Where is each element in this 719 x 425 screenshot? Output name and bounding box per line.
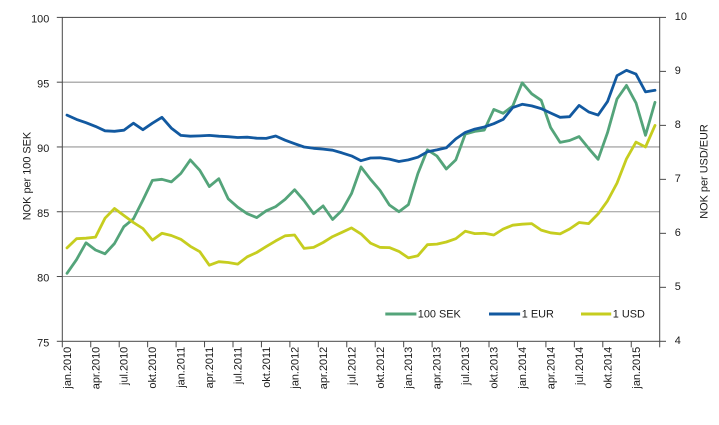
svg-text:okt.2010: okt.2010 <box>147 347 159 389</box>
svg-text:okt.2011: okt.2011 <box>261 347 273 388</box>
svg-text:6: 6 <box>675 227 681 239</box>
svg-text:apr.2012: apr.2012 <box>318 347 330 389</box>
svg-text:jul.2012: jul.2012 <box>346 347 358 386</box>
svg-text:NOK per USD/EUR: NOK per USD/EUR <box>699 124 711 219</box>
svg-text:1 USD: 1 USD <box>613 309 645 321</box>
svg-text:apr.2014: apr.2014 <box>545 347 557 389</box>
svg-text:7: 7 <box>675 173 681 185</box>
svg-text:jul.2010: jul.2010 <box>119 347 131 386</box>
svg-text:jul.2011: jul.2011 <box>233 347 245 385</box>
svg-text:jan.2012: jan.2012 <box>289 347 301 390</box>
svg-text:1 EUR: 1 EUR <box>522 309 554 321</box>
svg-text:75: 75 <box>37 338 49 350</box>
svg-text:apr.2013: apr.2013 <box>432 347 444 389</box>
svg-text:jan.2014: jan.2014 <box>517 347 529 390</box>
svg-text:jan.2011: jan.2011 <box>176 347 188 389</box>
svg-text:9: 9 <box>675 65 681 77</box>
svg-text:100: 100 <box>31 14 49 26</box>
svg-text:jan.2015: jan.2015 <box>631 347 643 390</box>
svg-text:jul.2014: jul.2014 <box>574 347 586 386</box>
svg-text:jan.2013: jan.2013 <box>403 347 415 390</box>
svg-text:apr.2011: apr.2011 <box>204 347 216 389</box>
svg-text:8: 8 <box>675 119 681 131</box>
svg-text:apr.2010: apr.2010 <box>90 347 102 389</box>
svg-text:100 SEK: 100 SEK <box>418 309 462 321</box>
svg-text:95: 95 <box>37 78 49 90</box>
svg-text:85: 85 <box>37 208 49 220</box>
svg-text:okt.2013: okt.2013 <box>489 347 501 389</box>
svg-text:4: 4 <box>675 335 681 347</box>
svg-text:jan.2010: jan.2010 <box>62 347 74 390</box>
svg-text:NOK per 100 SEK: NOK per 100 SEK <box>22 131 34 220</box>
svg-text:okt.2012: okt.2012 <box>375 347 387 389</box>
svg-text:5: 5 <box>675 281 681 293</box>
svg-text:90: 90 <box>37 143 49 155</box>
svg-text:jul.2013: jul.2013 <box>460 347 472 386</box>
svg-text:80: 80 <box>37 273 49 285</box>
svg-text:okt.2014: okt.2014 <box>602 347 614 389</box>
svg-text:10: 10 <box>675 11 687 23</box>
